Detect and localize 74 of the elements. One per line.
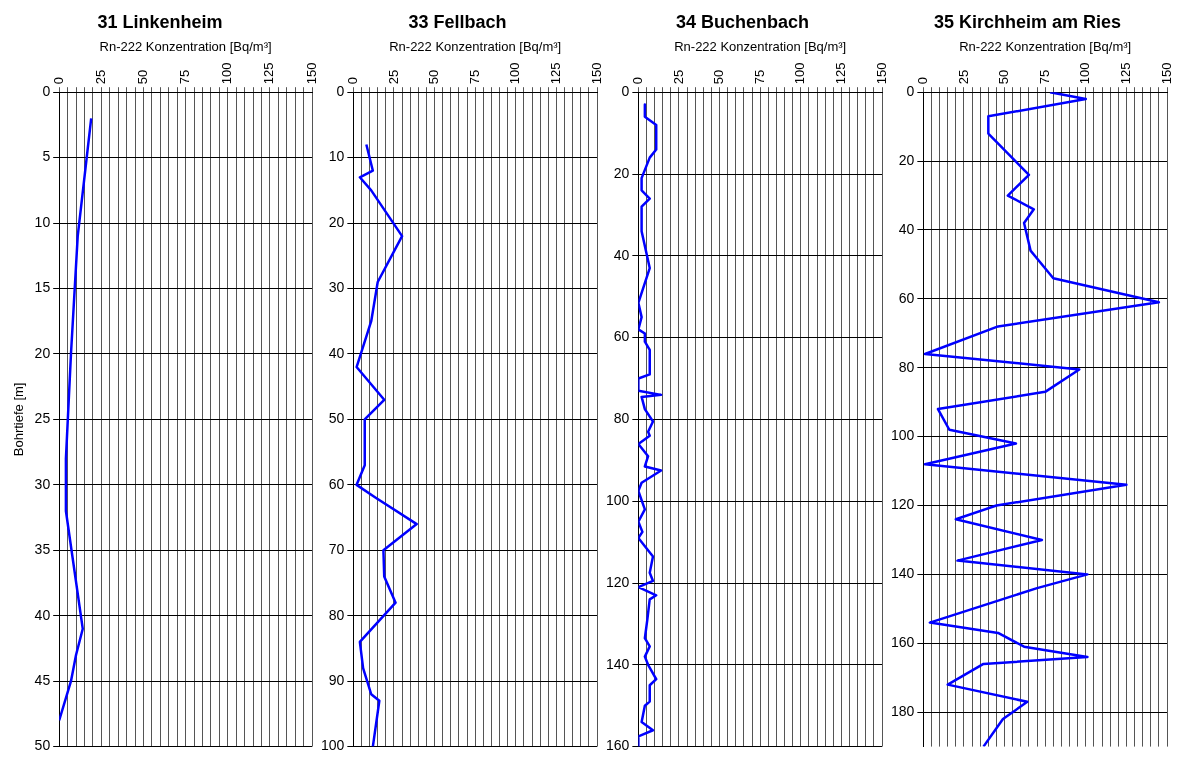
chart-title: 33 Fellbach xyxy=(408,11,507,32)
chart-title: 35 Kirchheim am Ries xyxy=(933,11,1122,32)
y-tick-label: 90 xyxy=(328,672,345,689)
y-tick-label: 40 xyxy=(898,220,915,237)
y-tick-label: 80 xyxy=(898,358,915,375)
y-tick-label: 160 xyxy=(606,737,630,754)
x-axis-title: Rn-222 Konzentration [Bq/m³] xyxy=(959,38,1132,54)
x-tick-label: 150 xyxy=(1158,62,1174,85)
chart-title: 34 Buchenbach xyxy=(675,11,810,32)
y-tick-label: 20 xyxy=(34,344,51,361)
y-tick-label: 180 xyxy=(891,703,915,720)
y-tick-label: 60 xyxy=(328,475,345,492)
x-tick-label: 100 xyxy=(792,62,808,85)
y-tick-label: 30 xyxy=(34,475,51,492)
y-tick-label: 45 xyxy=(34,672,51,689)
x-tick-label: 75 xyxy=(466,69,482,85)
y-axis-title: Bohrtiefe [m] xyxy=(11,382,27,457)
y-tick-label: 140 xyxy=(891,565,915,582)
x-tick-label: 0 xyxy=(50,76,66,85)
x-tick-label: 125 xyxy=(832,62,848,85)
x-axis-title: Rn-222 Konzentration [Bq/m³] xyxy=(99,38,272,54)
x-tick-label: 25 xyxy=(385,69,401,85)
y-tick-label: 80 xyxy=(613,410,630,427)
x-tick-label: 150 xyxy=(873,62,889,85)
x-tick-label: 0 xyxy=(629,76,645,85)
y-tick-label: 50 xyxy=(34,737,51,754)
y-tick-label: 120 xyxy=(606,573,630,590)
y-tick-label: 20 xyxy=(898,151,915,168)
x-tick-label: 0 xyxy=(914,76,930,85)
y-tick-label: 160 xyxy=(891,634,915,651)
x-tick-label: 125 xyxy=(261,62,277,85)
y-tick-label: 80 xyxy=(328,606,345,623)
y-tick-label: 25 xyxy=(34,410,51,427)
y-tick-label: 15 xyxy=(34,279,51,296)
y-tick-label: 70 xyxy=(328,541,345,558)
x-tick-label: 50 xyxy=(426,69,442,85)
y-tick-label: 60 xyxy=(898,289,915,306)
x-tick-label: 50 xyxy=(135,69,151,85)
x-axis-title: Rn-222 Konzentration [Bq/m³] xyxy=(674,38,847,54)
x-tick-label: 125 xyxy=(1117,62,1133,85)
chart-title: 31 Linkenheim xyxy=(97,11,223,32)
y-tick-label: 30 xyxy=(328,279,345,296)
x-tick-label: 150 xyxy=(588,62,604,85)
x-tick-label: 25 xyxy=(670,69,686,85)
y-tick-label: 10 xyxy=(328,148,345,165)
x-tick-label: 100 xyxy=(507,62,523,85)
x-tick-label: 100 xyxy=(1077,62,1093,85)
x-tick-label: 75 xyxy=(751,69,767,85)
y-tick-label: 100 xyxy=(606,492,630,509)
x-tick-label: 150 xyxy=(303,62,319,85)
x-tick-label: 75 xyxy=(177,69,193,85)
x-tick-label: 25 xyxy=(955,69,971,85)
y-tick-label: 10 xyxy=(34,213,51,230)
y-tick-label: 50 xyxy=(328,410,345,427)
y-tick-label: 140 xyxy=(606,655,630,672)
x-tick-label: 0 xyxy=(344,76,360,85)
y-tick-label: 40 xyxy=(328,344,345,361)
y-tick-label: 120 xyxy=(891,496,915,513)
y-tick-label: 40 xyxy=(613,246,630,263)
y-tick-label: 40 xyxy=(34,606,51,623)
y-tick-label: 20 xyxy=(328,213,345,230)
x-tick-label: 50 xyxy=(711,69,727,85)
y-tick-label: 5 xyxy=(42,148,51,165)
y-tick-label: 100 xyxy=(321,737,345,754)
x-tick-label: 25 xyxy=(92,69,108,85)
y-tick-label: 20 xyxy=(613,164,630,181)
x-tick-label: 125 xyxy=(547,62,563,85)
x-axis-title: Rn-222 Konzentration [Bq/m³] xyxy=(389,38,562,54)
x-tick-label: 75 xyxy=(1036,69,1052,85)
x-tick-label: 100 xyxy=(219,62,235,85)
y-tick-label: 35 xyxy=(34,541,51,558)
y-tick-label: 60 xyxy=(613,328,630,345)
y-tick-label: 100 xyxy=(891,427,915,444)
x-tick-label: 50 xyxy=(996,69,1012,85)
